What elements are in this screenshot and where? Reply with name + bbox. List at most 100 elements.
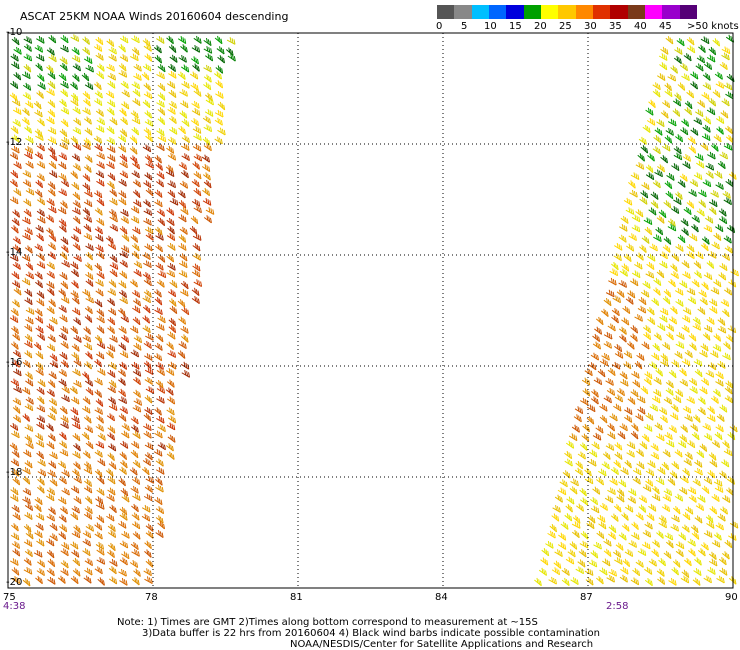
wind-barb [620,566,629,575]
wind-barb [605,378,614,386]
wind-barb [72,242,81,251]
wind-barb [132,179,141,188]
wind-barb [717,360,726,369]
wind-barb [675,243,684,252]
wind-barb [72,450,81,459]
wind-barb [73,117,82,126]
wind-barb [192,126,202,134]
wind-barb [718,216,728,225]
wind-barb [143,430,152,439]
wind-barb [205,207,215,215]
wind-barb [705,370,715,378]
wind-barb [180,44,188,53]
wind-barb [696,160,705,169]
wind-barb [105,350,114,359]
colorbar-label: 40 [634,21,647,32]
wind-barb [191,198,201,207]
wind-barb [142,99,151,109]
wind-barb [695,63,704,72]
wind-barb [648,361,658,370]
wind-barb [119,506,128,516]
wind-barb [178,316,187,325]
wind-barb [549,523,558,533]
wind-barb [610,513,619,522]
wind-barb [60,421,69,429]
wind-barb [624,549,634,557]
wind-barb [630,431,639,440]
wind-barb [644,566,653,575]
wind-barb [60,560,69,569]
wind-barb [46,441,55,450]
wind-barb [106,63,115,72]
wind-barb [564,513,573,522]
wind-barb [593,541,602,550]
wind-barb [541,548,550,557]
wind-barb [157,520,166,530]
wind-barb [631,270,641,279]
wind-barb [655,368,663,377]
wind-barb [616,388,625,397]
wind-barb [121,531,130,539]
wind-barb [9,315,19,323]
wind-barb [165,443,174,452]
wind-barb [686,440,696,449]
wind-barb [711,143,719,152]
colorbar-segment [540,5,559,19]
wind-barb [721,459,730,468]
wind-barb [83,485,93,494]
wind-barb [721,308,730,318]
wind-barb [688,548,696,557]
wind-barb [97,458,106,467]
wind-barb [703,224,713,233]
wind-barb [707,470,716,479]
wind-barb [60,179,70,188]
wind-barb [686,396,695,404]
wind-barb [719,470,727,479]
wind-barb [673,152,683,161]
wind-barb [142,295,151,304]
wind-barb [659,414,668,424]
wind-barb [144,367,154,376]
wind-barb [692,316,701,325]
wind-barb [688,145,697,154]
wind-barb [107,99,116,108]
wind-barb [71,421,81,430]
wind-barb [663,488,673,497]
wind-barb [11,504,20,513]
wind-barb [166,379,175,388]
wind-barb [83,223,92,233]
wind-barb [724,125,733,135]
wind-barb [658,557,666,567]
wind-barb [70,575,79,585]
wind-barb [108,279,117,288]
footnote-line-3: NOAA/NESDIS/Center for Satellite Applica… [290,639,594,650]
wind-barb [712,38,721,47]
wind-barb [155,458,164,467]
wind-barb [130,205,140,214]
wind-barb [120,460,128,469]
wind-barb [598,468,607,477]
wind-barb [609,268,619,277]
wind-barb [217,55,225,64]
wind-barb [155,379,164,389]
wind-barb [108,566,117,575]
wind-barb [143,91,153,100]
wind-barb [83,511,93,520]
wind-barb [679,280,688,289]
wind-barb [614,442,623,451]
wind-barb [190,56,199,65]
wind-barb [155,162,163,171]
wind-barb [631,370,640,379]
wind-barb [72,106,81,115]
wind-barb [660,46,669,55]
wind-barb [155,484,164,493]
wind-barb [34,44,44,53]
wind-barb [23,64,32,73]
wind-barb [36,233,44,242]
wind-barb [22,413,30,422]
wind-barb [688,377,698,386]
wind-barb [23,557,32,566]
wind-barb [22,179,32,188]
wind-barb [96,71,105,80]
wind-barb [82,46,91,56]
